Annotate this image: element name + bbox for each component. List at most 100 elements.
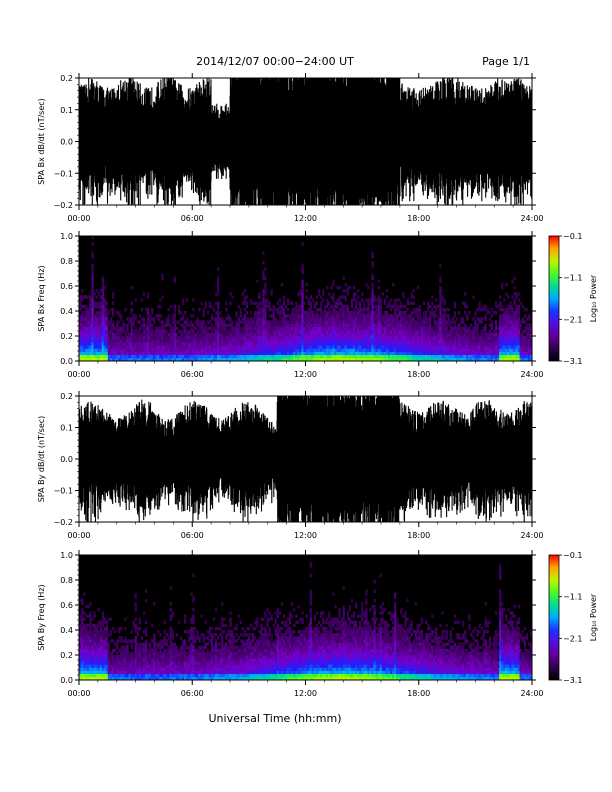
- spectrogram-cell: [299, 348, 302, 352]
- spectrogram-cell: [186, 670, 189, 675]
- spectrogram-cell: [270, 326, 273, 331]
- spectrogram-cell: [291, 314, 294, 318]
- spectrogram-cell: [188, 676, 191, 681]
- spectrogram-cell: [468, 354, 471, 359]
- spectrogram-cell: [204, 336, 207, 340]
- spectrogram-cell: [97, 311, 100, 315]
- spectrogram-cell: [264, 345, 267, 349]
- spectrogram-cell: [130, 639, 133, 643]
- spectrogram-cell: [480, 320, 483, 324]
- spectrogram-cell: [262, 289, 265, 293]
- spectrogram-cell: [136, 329, 140, 334]
- spectrogram-cell: [161, 645, 164, 650]
- spectrogram-cell: [83, 633, 86, 637]
- spectrogram-cell: [93, 651, 96, 656]
- spectrogram-cell: [309, 351, 312, 356]
- spectrogram-cell: [280, 311, 284, 315]
- spectrogram-cell: [262, 320, 265, 324]
- spectrogram-cell: [437, 336, 440, 340]
- spectrogram-cell: [111, 670, 115, 675]
- spectrogram-cell: [184, 326, 187, 331]
- spectrogram-cell: [79, 655, 82, 659]
- spectrogram-cell: [85, 651, 88, 656]
- spectrogram-cell: [79, 342, 82, 346]
- spectrogram-cell: [184, 620, 187, 625]
- spectrogram-cell: [295, 351, 298, 356]
- spectrogram-cell: [307, 311, 310, 315]
- spectrogram-cell: [95, 301, 98, 306]
- spectrogram-cell: [313, 354, 317, 359]
- spectrogram-cell: [99, 661, 102, 665]
- spectrogram-cell: [227, 336, 230, 340]
- spectrogram-cell: [252, 351, 255, 356]
- spectrogram-cell: [192, 636, 195, 640]
- spectrogram-cell: [81, 620, 84, 625]
- spectrogram-cell: [357, 329, 360, 334]
- spectrogram-cell: [472, 342, 475, 346]
- spectrogram-cell: [132, 332, 135, 337]
- spectrogram-cell: [118, 661, 121, 665]
- spectrogram-cell: [447, 332, 450, 337]
- spectrogram-cell: [410, 295, 413, 299]
- spectrogram-cell: [264, 292, 267, 296]
- spectrogram-cell: [289, 339, 292, 343]
- spectrogram-cell: [109, 658, 113, 662]
- spectrogram-cell: [330, 342, 333, 346]
- spectrogram-cell: [138, 351, 142, 356]
- spectrogram-cell: [114, 342, 117, 346]
- spectrogram-cell: [455, 354, 459, 359]
- spectrogram-cell: [173, 279, 177, 284]
- spectrogram-cell: [85, 354, 88, 359]
- spectrogram-cell: [223, 351, 226, 356]
- spectrogram-cell: [443, 332, 446, 337]
- spectrogram-cell: [167, 357, 170, 362]
- spectrogram-cell: [392, 282, 395, 287]
- spectrogram-cell: [268, 351, 271, 356]
- spectrogram-cell: [198, 676, 201, 681]
- spectrogram-cell: [161, 273, 164, 277]
- spectrogram-cell: [427, 304, 430, 309]
- spectrogram-cell: [367, 298, 370, 302]
- spectrogram-cell: [81, 348, 84, 352]
- spectrogram-cell: [247, 317, 251, 321]
- spectrogram-cell: [239, 307, 242, 312]
- spectrogram-cell: [173, 339, 177, 343]
- spectrogram-cell: [346, 357, 350, 362]
- spectrogram-cell: [431, 342, 434, 346]
- spectrogram-cell: [130, 354, 133, 359]
- spectrogram-cell: [249, 354, 253, 359]
- spectrogram-cell: [519, 357, 522, 362]
- spectrogram-cell: [490, 314, 494, 318]
- spectrogram-cell: [91, 282, 94, 287]
- spectrogram-cell: [194, 661, 197, 665]
- spectrogram-cell: [221, 342, 224, 346]
- spectrogram-cell: [99, 626, 102, 631]
- spectrogram-cell: [328, 326, 331, 331]
- spectrogram-cell: [196, 320, 199, 324]
- spectrogram-cell: [151, 311, 154, 315]
- spectrogram-cell: [525, 323, 529, 327]
- spectrogram-cell: [161, 326, 164, 331]
- spectrogram-cell: [443, 307, 446, 312]
- spectrogram-cell: [194, 354, 197, 359]
- spectrogram-cell: [252, 323, 255, 327]
- spectrogram-cell: [252, 354, 255, 359]
- spectrogram-cell: [229, 354, 232, 359]
- spectrogram-cell: [410, 342, 413, 346]
- spectrogram-cell: [305, 314, 308, 318]
- spectrogram-cell: [340, 311, 343, 315]
- spectrogram-cell: [223, 342, 226, 346]
- spectrogram-cell: [111, 295, 115, 299]
- spectrogram-cell: [354, 314, 358, 318]
- spectrogram-cell: [443, 311, 446, 315]
- spectrogram-cell: [262, 332, 265, 337]
- spectrogram-cell: [136, 342, 140, 346]
- spectrogram-cell: [357, 348, 360, 352]
- spectrogram-cell: [167, 339, 170, 343]
- spectrogram-cell: [105, 301, 109, 306]
- spectrogram-cell: [381, 326, 385, 331]
- spectrogram-cell: [221, 332, 224, 337]
- spectrogram-cell: [322, 329, 325, 334]
- spectrogram-cell: [373, 336, 376, 340]
- spectrogram-cell: [443, 329, 446, 334]
